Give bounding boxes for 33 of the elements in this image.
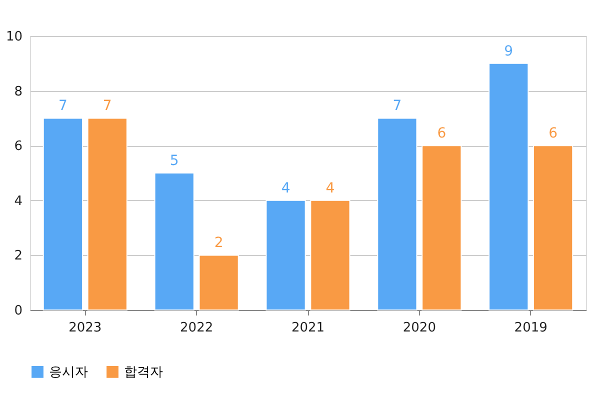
data-label: 7 [392, 98, 402, 114]
legend-label: 응시자 [49, 364, 88, 380]
legend-label: 합격자 [124, 364, 163, 380]
data-label: 2 [214, 235, 224, 252]
x-tick-label: 2022 [180, 320, 214, 336]
data-label: 7 [102, 98, 112, 114]
data-label: 6 [548, 126, 558, 142]
y-tick-label: 10 [6, 30, 22, 44]
y-tick-label: 6 [14, 139, 22, 154]
x-tick-label: 2023 [68, 320, 102, 336]
bar [87, 118, 128, 310]
bar [422, 145, 462, 310]
x-tick-label: 2019 [514, 320, 548, 336]
x-tick-label: 2020 [402, 320, 436, 336]
bar [488, 62, 529, 310]
data-label: 9 [504, 43, 514, 60]
y-tick-label: 8 [14, 84, 22, 100]
y-tick-label: 0 [14, 304, 22, 318]
y-tick-label: 4 [14, 194, 22, 209]
data-label: 6 [437, 126, 446, 142]
bar [533, 145, 574, 310]
bar [154, 172, 194, 310]
data-label: 4 [326, 180, 335, 196]
y-tick-label: 2 [14, 248, 22, 264]
bar [266, 200, 306, 310]
data-label: 7 [58, 98, 68, 114]
bar [310, 200, 350, 310]
bar [42, 118, 83, 310]
data-label: 4 [281, 180, 290, 196]
bar [377, 118, 418, 310]
x-tick-label: 2021 [291, 320, 325, 336]
data-label: 5 [170, 153, 179, 169]
bar [198, 254, 239, 310]
